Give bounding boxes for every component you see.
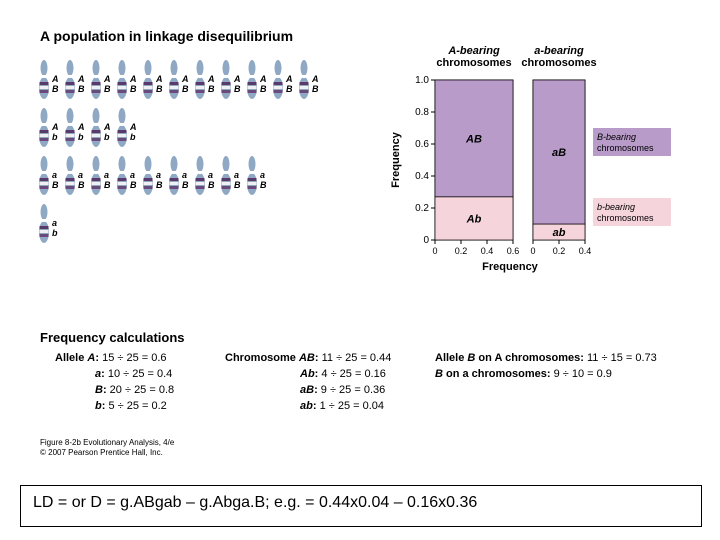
svg-text:A: A bbox=[207, 74, 215, 84]
footer-formula: LD = or D = g.ABgab – g.Abga.B; e.g. = 0… bbox=[33, 494, 477, 512]
section-title: A population in linkage disequilibrium bbox=[40, 28, 293, 44]
svg-text:a: a bbox=[182, 170, 187, 180]
svg-text:A: A bbox=[155, 74, 163, 84]
svg-text:B: B bbox=[312, 84, 319, 94]
svg-text:b: b bbox=[104, 132, 110, 142]
svg-text:a: a bbox=[260, 170, 265, 180]
svg-text:a: a bbox=[78, 170, 83, 180]
svg-text:0.8: 0.8 bbox=[415, 107, 429, 118]
svg-text:B: B bbox=[260, 180, 267, 190]
svg-text:B: B bbox=[182, 180, 189, 190]
svg-text:0: 0 bbox=[432, 246, 437, 256]
svg-text:0.6: 0.6 bbox=[415, 139, 429, 150]
frequency-chart: A-bearingchromosomesa-bearingchromosomes… bbox=[385, 40, 705, 300]
svg-text:A: A bbox=[311, 74, 319, 84]
svg-text:A: A bbox=[285, 74, 293, 84]
svg-text:1.0: 1.0 bbox=[415, 75, 429, 86]
svg-text:a: a bbox=[104, 170, 109, 180]
citation-line1: Figure 8-2b Evolutionary Analysis, 4/e bbox=[40, 438, 174, 447]
svg-text:B: B bbox=[286, 84, 293, 94]
svg-text:A: A bbox=[103, 74, 111, 84]
svg-text:A: A bbox=[129, 74, 137, 84]
svg-text:chromosomes: chromosomes bbox=[521, 57, 596, 69]
svg-text:B: B bbox=[234, 180, 241, 190]
svg-text:0.4: 0.4 bbox=[415, 171, 429, 182]
svg-text:A: A bbox=[259, 74, 267, 84]
svg-text:a: a bbox=[156, 170, 161, 180]
svg-text:b: b bbox=[52, 228, 58, 238]
svg-text:b: b bbox=[52, 132, 58, 142]
freq-calc-heading: Frequency calculations bbox=[40, 330, 185, 345]
svg-text:0.4: 0.4 bbox=[481, 246, 494, 256]
svg-text:B: B bbox=[234, 84, 241, 94]
svg-text:B: B bbox=[260, 84, 267, 94]
chromosome-diagram: ABABABABABABABABABABABAbAbAbAbaBaBaBaBaB… bbox=[38, 60, 358, 300]
svg-text:chromosomes: chromosomes bbox=[597, 213, 654, 223]
svg-text:AB: AB bbox=[465, 133, 482, 145]
svg-text:0: 0 bbox=[530, 246, 535, 256]
svg-text:0.2: 0.2 bbox=[455, 246, 468, 256]
svg-text:chromosomes: chromosomes bbox=[597, 143, 654, 153]
svg-text:a: a bbox=[52, 170, 57, 180]
svg-text:B: B bbox=[208, 180, 215, 190]
svg-text:B: B bbox=[78, 180, 85, 190]
svg-text:B: B bbox=[78, 84, 85, 94]
svg-text:B: B bbox=[104, 84, 111, 94]
svg-text:B: B bbox=[130, 84, 137, 94]
svg-text:0.2: 0.2 bbox=[553, 246, 566, 256]
svg-text:b: b bbox=[130, 132, 136, 142]
svg-text:A: A bbox=[103, 122, 111, 132]
svg-text:0.2: 0.2 bbox=[415, 203, 429, 214]
svg-text:A: A bbox=[181, 74, 189, 84]
svg-text:a: a bbox=[52, 218, 57, 228]
svg-text:chromosomes: chromosomes bbox=[436, 57, 511, 69]
svg-text:B: B bbox=[130, 180, 137, 190]
footer-box: LD = or D = g.ABgab – g.Abga.B; e.g. = 0… bbox=[20, 485, 702, 527]
svg-text:A: A bbox=[51, 122, 59, 132]
svg-text:Frequency: Frequency bbox=[390, 131, 402, 188]
svg-text:B: B bbox=[156, 180, 163, 190]
svg-text:0.4: 0.4 bbox=[579, 246, 592, 256]
svg-text:B: B bbox=[52, 180, 59, 190]
svg-text:ab: ab bbox=[553, 227, 566, 239]
svg-text:B: B bbox=[104, 180, 111, 190]
svg-text:B: B bbox=[182, 84, 189, 94]
svg-text:A-bearing: A-bearing bbox=[447, 45, 500, 57]
svg-text:Ab: Ab bbox=[466, 213, 482, 225]
svg-text:A: A bbox=[77, 122, 85, 132]
svg-text:b-bearing: b-bearing bbox=[597, 202, 635, 212]
svg-text:0: 0 bbox=[423, 235, 429, 246]
citation-line2: © 2007 Pearson Prentice Hall, Inc. bbox=[40, 448, 163, 457]
svg-text:0.6: 0.6 bbox=[507, 246, 520, 256]
svg-text:b: b bbox=[78, 132, 84, 142]
svg-text:B: B bbox=[208, 84, 215, 94]
svg-text:aB: aB bbox=[552, 147, 566, 159]
svg-text:B: B bbox=[52, 84, 59, 94]
svg-text:a: a bbox=[234, 170, 239, 180]
svg-text:a: a bbox=[130, 170, 135, 180]
svg-text:A: A bbox=[77, 74, 85, 84]
svg-text:Frequency: Frequency bbox=[482, 261, 539, 273]
svg-text:a: a bbox=[208, 170, 213, 180]
svg-text:B-bearing: B-bearing bbox=[597, 132, 636, 142]
svg-text:B: B bbox=[156, 84, 163, 94]
svg-text:A: A bbox=[129, 122, 137, 132]
svg-text:A: A bbox=[233, 74, 241, 84]
svg-text:A: A bbox=[51, 74, 59, 84]
svg-text:a-bearing: a-bearing bbox=[534, 45, 584, 57]
